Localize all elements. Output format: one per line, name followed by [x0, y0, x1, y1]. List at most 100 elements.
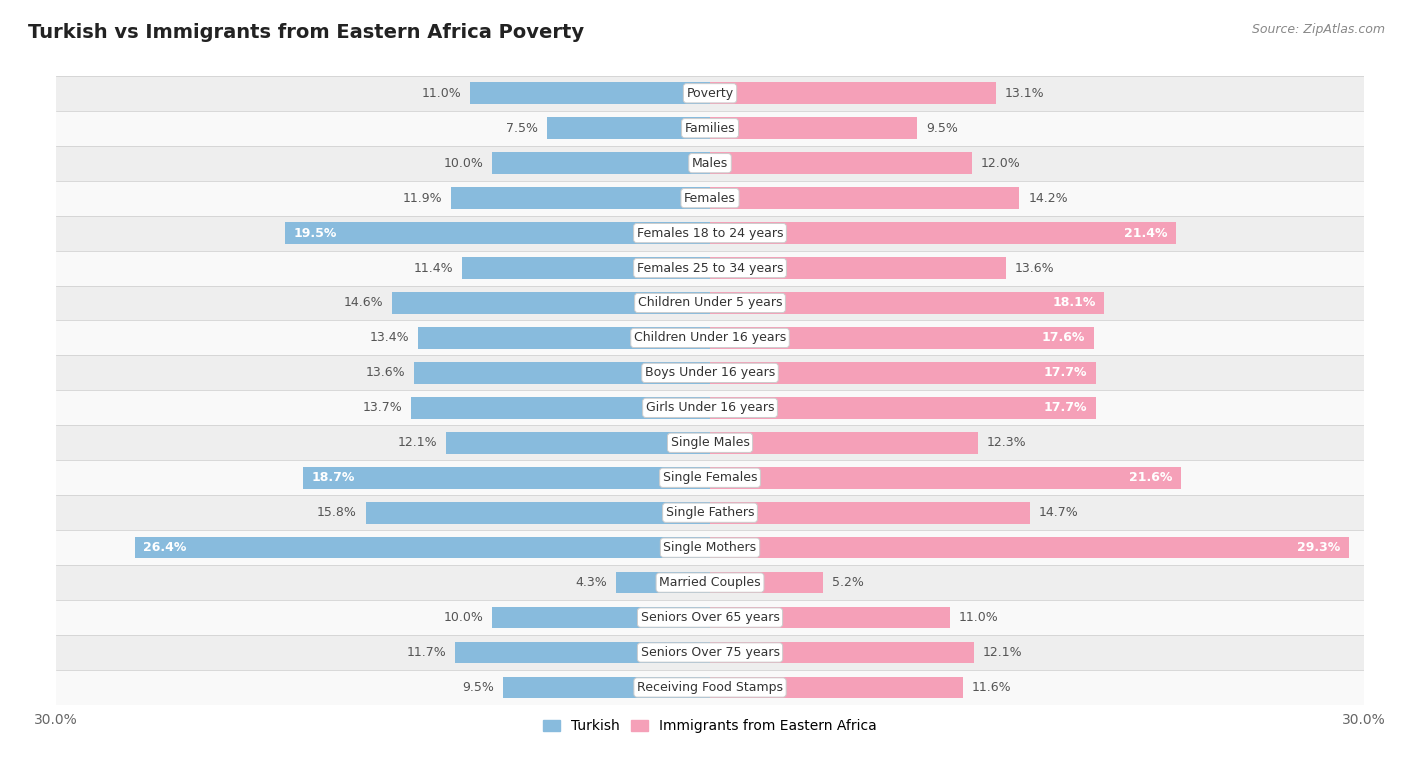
- Bar: [56, 146, 1364, 180]
- Bar: [710, 432, 979, 453]
- Bar: [56, 495, 1364, 530]
- Text: 14.2%: 14.2%: [1028, 192, 1067, 205]
- Text: 12.3%: 12.3%: [987, 437, 1026, 449]
- Text: 21.4%: 21.4%: [1125, 227, 1167, 240]
- Bar: [547, 117, 710, 139]
- Text: Children Under 5 years: Children Under 5 years: [638, 296, 782, 309]
- Bar: [302, 467, 710, 489]
- Bar: [56, 356, 1364, 390]
- Text: 10.0%: 10.0%: [443, 611, 484, 624]
- Bar: [56, 111, 1364, 146]
- Bar: [710, 397, 1095, 418]
- Bar: [710, 117, 917, 139]
- Bar: [710, 537, 1348, 559]
- Text: 21.6%: 21.6%: [1129, 471, 1173, 484]
- Bar: [710, 83, 995, 104]
- Text: Males: Males: [692, 157, 728, 170]
- Bar: [492, 606, 710, 628]
- Text: Females 25 to 34 years: Females 25 to 34 years: [637, 262, 783, 274]
- Text: 11.0%: 11.0%: [959, 611, 998, 624]
- Text: 13.6%: 13.6%: [1015, 262, 1054, 274]
- Bar: [710, 292, 1105, 314]
- Bar: [392, 292, 710, 314]
- Text: Children Under 16 years: Children Under 16 years: [634, 331, 786, 344]
- Text: 13.4%: 13.4%: [370, 331, 409, 344]
- Bar: [710, 502, 1031, 524]
- Bar: [285, 222, 710, 244]
- Text: 13.6%: 13.6%: [366, 366, 405, 380]
- Text: 26.4%: 26.4%: [143, 541, 187, 554]
- Text: Single Males: Single Males: [671, 437, 749, 449]
- Text: 12.1%: 12.1%: [983, 646, 1022, 659]
- Text: 10.0%: 10.0%: [443, 157, 484, 170]
- Text: 18.7%: 18.7%: [311, 471, 354, 484]
- Text: 17.6%: 17.6%: [1042, 331, 1085, 344]
- Text: Single Females: Single Females: [662, 471, 758, 484]
- Text: 13.7%: 13.7%: [363, 401, 402, 415]
- Text: 11.6%: 11.6%: [972, 681, 1011, 694]
- Bar: [56, 76, 1364, 111]
- Text: Single Mothers: Single Mothers: [664, 541, 756, 554]
- Bar: [710, 642, 974, 663]
- Text: 7.5%: 7.5%: [506, 122, 538, 135]
- Text: 5.2%: 5.2%: [832, 576, 863, 589]
- Bar: [56, 460, 1364, 495]
- Text: 13.1%: 13.1%: [1004, 86, 1043, 100]
- Bar: [56, 425, 1364, 460]
- Text: 4.3%: 4.3%: [576, 576, 607, 589]
- Bar: [412, 397, 710, 418]
- Bar: [413, 362, 710, 384]
- Text: Source: ZipAtlas.com: Source: ZipAtlas.com: [1251, 23, 1385, 36]
- Bar: [710, 362, 1095, 384]
- Bar: [710, 467, 1181, 489]
- Bar: [56, 530, 1364, 565]
- Bar: [710, 222, 1177, 244]
- Text: 18.1%: 18.1%: [1053, 296, 1095, 309]
- Bar: [503, 677, 710, 698]
- Bar: [710, 152, 972, 174]
- Text: Families: Families: [685, 122, 735, 135]
- Bar: [710, 187, 1019, 209]
- Bar: [56, 215, 1364, 251]
- Text: Seniors Over 65 years: Seniors Over 65 years: [641, 611, 779, 624]
- Bar: [710, 572, 824, 594]
- Bar: [710, 257, 1007, 279]
- Bar: [446, 432, 710, 453]
- Text: 17.7%: 17.7%: [1043, 366, 1087, 380]
- Text: Receiving Food Stamps: Receiving Food Stamps: [637, 681, 783, 694]
- Text: Girls Under 16 years: Girls Under 16 years: [645, 401, 775, 415]
- Text: 17.7%: 17.7%: [1043, 401, 1087, 415]
- Bar: [56, 251, 1364, 286]
- Text: Poverty: Poverty: [686, 86, 734, 100]
- Text: 14.7%: 14.7%: [1039, 506, 1078, 519]
- Text: 11.7%: 11.7%: [406, 646, 446, 659]
- Text: 15.8%: 15.8%: [318, 506, 357, 519]
- Text: Seniors Over 75 years: Seniors Over 75 years: [641, 646, 779, 659]
- Text: 11.9%: 11.9%: [402, 192, 441, 205]
- Bar: [616, 572, 710, 594]
- Bar: [56, 635, 1364, 670]
- Bar: [56, 321, 1364, 356]
- Bar: [710, 327, 1094, 349]
- Text: 11.0%: 11.0%: [422, 86, 461, 100]
- Bar: [56, 565, 1364, 600]
- Text: 14.6%: 14.6%: [343, 296, 382, 309]
- Bar: [456, 642, 710, 663]
- Text: 9.5%: 9.5%: [463, 681, 495, 694]
- Bar: [56, 286, 1364, 321]
- Bar: [135, 537, 710, 559]
- Text: Females 18 to 24 years: Females 18 to 24 years: [637, 227, 783, 240]
- Bar: [56, 600, 1364, 635]
- Text: 29.3%: 29.3%: [1296, 541, 1340, 554]
- Text: Boys Under 16 years: Boys Under 16 years: [645, 366, 775, 380]
- Text: 12.1%: 12.1%: [398, 437, 437, 449]
- Text: Single Fathers: Single Fathers: [666, 506, 754, 519]
- Bar: [451, 187, 710, 209]
- Bar: [710, 677, 963, 698]
- Text: Females: Females: [685, 192, 735, 205]
- Bar: [710, 606, 950, 628]
- Bar: [492, 152, 710, 174]
- Bar: [56, 670, 1364, 705]
- Bar: [470, 83, 710, 104]
- Text: Turkish vs Immigrants from Eastern Africa Poverty: Turkish vs Immigrants from Eastern Afric…: [28, 23, 585, 42]
